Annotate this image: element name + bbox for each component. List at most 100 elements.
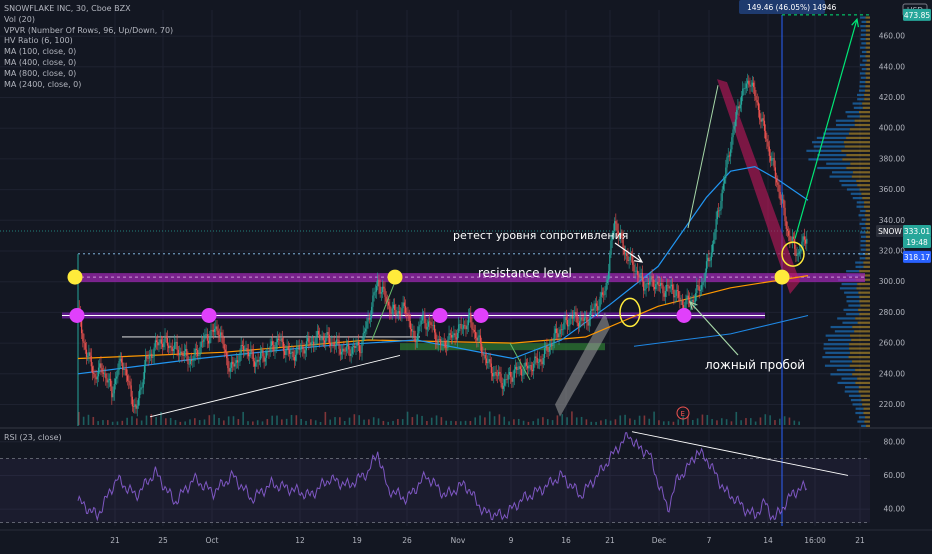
candle-body (662, 284, 664, 294)
candle-body (740, 95, 743, 105)
candle-body (607, 271, 610, 280)
candle-body (226, 351, 228, 359)
candle-body (418, 326, 420, 334)
magenta-marker (201, 307, 217, 323)
candle-body (589, 310, 592, 320)
candle-body (340, 351, 343, 355)
target-price-tag-bg (903, 8, 931, 21)
candle-body (454, 333, 456, 338)
vp-bar-down (865, 72, 870, 75)
candle-body (186, 348, 188, 356)
rsi-legend[interactable]: RSI (23, close) (4, 433, 62, 442)
volume-bar (339, 417, 341, 425)
candle-body (578, 321, 581, 327)
candle-body (234, 362, 236, 367)
candle-body (154, 340, 156, 348)
candle-body (750, 85, 752, 87)
candle-body (165, 335, 167, 339)
candle-body (377, 279, 379, 287)
candle-body (543, 348, 546, 358)
indicator-ma2400[interactable]: MA (2400, close, 0) (4, 79, 82, 89)
volume-bar (155, 417, 157, 425)
volume-bar (556, 415, 559, 425)
vp-bar-up (858, 214, 865, 217)
vp-bar-up (825, 128, 850, 131)
indicator-hv[interactable]: HV Ratio (6, 100) (4, 36, 73, 46)
candle-body (409, 321, 411, 330)
candle-body (537, 362, 540, 363)
candle-body (624, 253, 627, 255)
candle-body (565, 316, 567, 320)
candle-body (465, 326, 467, 330)
candle-body (478, 335, 480, 337)
indicator-ma100[interactable]: MA (100, close, 0) (4, 47, 77, 57)
price-tick-label: 420.00 (879, 93, 905, 102)
candle-body (252, 351, 254, 362)
vp-bar-up (860, 231, 866, 234)
measure-box: 149.46 (46.05%) 14946 (739, 0, 837, 14)
candle-body (442, 340, 444, 345)
candle-body (728, 155, 731, 157)
candle-body (645, 283, 647, 289)
candle-body (106, 378, 108, 383)
volume-bar (416, 414, 419, 425)
vp-bar-down (865, 257, 870, 260)
candle-body (444, 341, 447, 348)
candle-body (504, 379, 506, 386)
candle-body (313, 341, 315, 346)
candle-body (96, 376, 98, 380)
candle-body (495, 371, 497, 376)
vp-bar-down (855, 368, 870, 372)
volume-bar (372, 417, 375, 425)
volume-bar (691, 420, 694, 425)
candle-body (343, 348, 345, 352)
candle-body (702, 282, 704, 285)
candle-body (351, 347, 353, 354)
vp-bar-down (864, 93, 870, 97)
candle-body (640, 273, 642, 274)
candle-body (656, 281, 658, 285)
candle-body (410, 329, 413, 332)
volume-bar (783, 416, 786, 425)
candle-body (459, 324, 461, 325)
candle-body (263, 356, 265, 362)
volume-bar (295, 415, 298, 425)
indicator-ma800[interactable]: MA (800, close, 0) (4, 68, 77, 78)
candle-body (175, 341, 177, 343)
indicator-vpvr[interactable]: VPVR (Number Of Rows, 96, Up/Down, 70) (4, 25, 174, 35)
vp-bar-up (825, 334, 851, 337)
candle-body (131, 396, 133, 407)
candle-body (130, 385, 132, 397)
candle-body (644, 288, 646, 291)
candle-body (694, 293, 697, 302)
volume-bar (609, 420, 612, 425)
vp-bar-down (857, 377, 870, 380)
candle-body (536, 357, 538, 363)
volume-bar (469, 420, 472, 425)
candle-body (678, 291, 680, 298)
candle-body (652, 279, 654, 287)
candle-body (299, 349, 301, 350)
candle-body (746, 80, 749, 84)
symbol-title[interactable]: SNOWFLAKE INC, 30, Cboe BZX (4, 4, 131, 13)
volume-bar (194, 418, 196, 425)
candle-body (647, 283, 650, 285)
indicator-ma400[interactable]: MA (400, close, 0) (4, 57, 77, 67)
candle-body (745, 83, 747, 89)
candle-body (576, 314, 578, 324)
candle-body (749, 84, 751, 87)
candle-body (610, 240, 612, 255)
candle-body (119, 358, 121, 361)
candle-body (726, 157, 728, 168)
candle-body (705, 261, 708, 273)
candle-body (204, 334, 206, 340)
indicator-vol[interactable]: Vol (20) (4, 14, 35, 24)
vp-bar-up (837, 381, 856, 385)
vp-bar-down (852, 373, 870, 376)
rsi-series (77, 432, 808, 522)
volume-bar (247, 421, 249, 425)
vp-bar-up (817, 166, 847, 170)
candle-body (210, 329, 212, 338)
